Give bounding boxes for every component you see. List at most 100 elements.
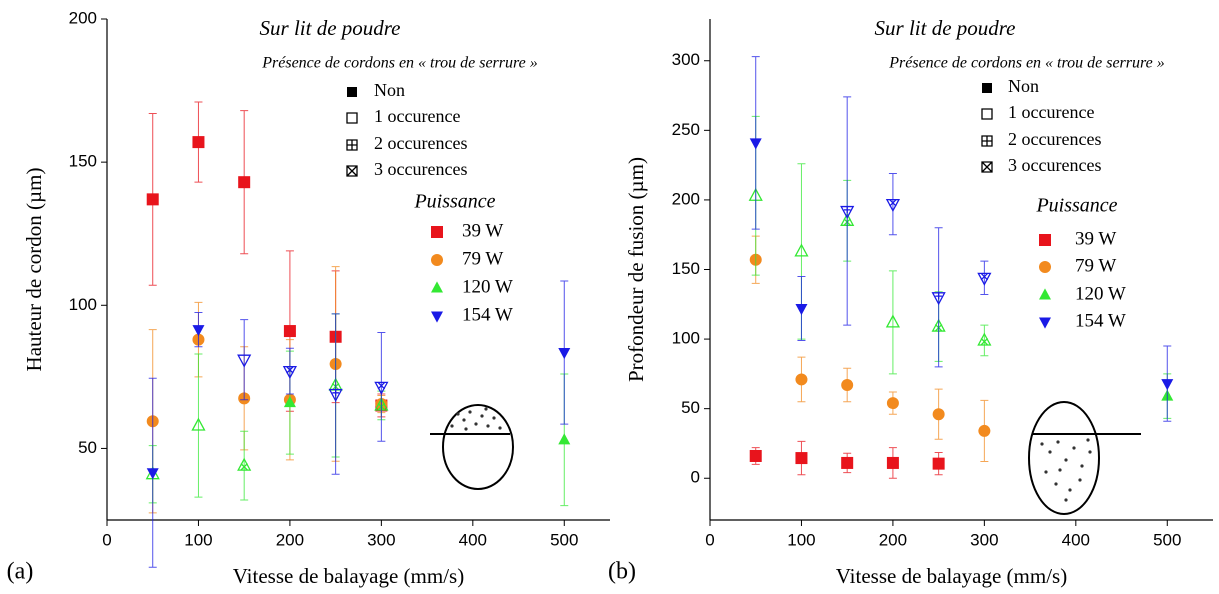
- legend-label: Non: [1008, 76, 1039, 96]
- data-point: [840, 205, 855, 220]
- data-point: [841, 379, 854, 392]
- data-point: [374, 381, 389, 395]
- legend-label: 39 W: [1075, 228, 1116, 249]
- data-point: [932, 408, 945, 421]
- legend-marker: [431, 226, 443, 238]
- y-tick-label: 150: [69, 152, 97, 171]
- legend-label: Non: [374, 80, 405, 100]
- panel-label: (b): [608, 559, 636, 585]
- data-point: [192, 136, 205, 149]
- legend-marker: [1039, 288, 1051, 300]
- y-axis-label: Profondeur de fusion (µm): [624, 157, 648, 382]
- error-bar: [240, 430, 249, 501]
- data-point: [794, 243, 809, 257]
- data-point: [282, 365, 297, 380]
- x-tick-label: 500: [1153, 530, 1181, 549]
- legend-title: Puissance: [1035, 195, 1117, 217]
- legend-marker: [981, 135, 993, 147]
- data-point: [283, 396, 296, 408]
- panel-label: (a): [7, 559, 34, 585]
- data-point: [795, 303, 808, 316]
- y-tick-label: 100: [672, 329, 700, 348]
- legend-label: 1 occurence: [374, 106, 460, 126]
- data-point: [886, 456, 899, 469]
- data-point: [237, 354, 252, 368]
- error-bar: [194, 353, 203, 498]
- data-point: [558, 348, 571, 360]
- chart-title: Sur lit de poudre: [875, 16, 1016, 40]
- legend-marker: [1039, 261, 1051, 273]
- legend-label: 79 W: [1075, 255, 1116, 276]
- y-tick-label: 250: [672, 120, 700, 139]
- x-tick-label: 300: [367, 530, 395, 549]
- data-point: [932, 457, 945, 470]
- x-tick-label: 400: [459, 530, 487, 549]
- data-point: [977, 272, 992, 286]
- legend-marker: [981, 161, 993, 173]
- error-bar: [980, 324, 989, 357]
- legend-subtitle: Présence de cordons en « trou de serrure…: [888, 55, 1165, 72]
- legend-marker: [1039, 234, 1051, 246]
- data-point: [841, 456, 854, 469]
- data-point: [146, 193, 159, 206]
- legend-label: 2 occurences: [1008, 129, 1101, 149]
- error-bar: [888, 172, 897, 236]
- x-tick-label: 100: [184, 530, 212, 549]
- keyhole-diagram-a: [430, 404, 514, 490]
- legend-marker: [346, 112, 358, 124]
- y-tick-label: 150: [672, 259, 700, 278]
- data-point: [795, 452, 808, 465]
- legend-marker: [346, 165, 358, 177]
- x-tick-label: 200: [879, 530, 907, 549]
- legend-marker: [346, 139, 358, 151]
- y-tick-label: 200: [69, 8, 97, 27]
- y-tick-label: 100: [69, 295, 97, 314]
- legend-title: Puissance: [413, 191, 495, 213]
- error-bar: [377, 331, 386, 442]
- legend-label: 154 W: [1075, 310, 1126, 331]
- data-point: [886, 397, 899, 410]
- legend-marker: [431, 281, 443, 293]
- legend-subtitle: Présence de cordons en « trou de serrure…: [261, 55, 538, 72]
- x-tick-label: 500: [550, 530, 578, 549]
- x-tick-label: 300: [970, 530, 998, 549]
- legend-label: 79 W: [462, 248, 503, 269]
- data-point: [978, 424, 991, 437]
- x-tick-label: 200: [276, 530, 304, 549]
- legend-label: 3 occurences: [1008, 155, 1101, 175]
- data-point: [795, 373, 808, 386]
- y-tick-label: 300: [672, 50, 700, 69]
- legend-marker: [981, 108, 993, 120]
- x-axis-label: Vitesse de balayage (mm/s): [233, 564, 464, 588]
- keyhole-diagram-b: [1028, 401, 1141, 515]
- data-point: [146, 468, 159, 480]
- legend-marker: [431, 254, 443, 266]
- legend-label: 39 W: [462, 220, 503, 241]
- legend-marker: [347, 87, 357, 97]
- x-axis-label: Vitesse de balayage (mm/s): [836, 564, 1067, 588]
- legend-label: 2 occurences: [374, 133, 467, 153]
- data-point: [885, 314, 900, 328]
- data-point: [749, 449, 762, 462]
- error-bar: [285, 347, 294, 395]
- y-tick-label: 50: [681, 398, 700, 417]
- data-point: [558, 433, 571, 445]
- legend-label: 120 W: [462, 276, 513, 297]
- y-tick-label: 0: [691, 468, 700, 487]
- data-point: [977, 332, 992, 346]
- x-tick-label: 100: [787, 530, 815, 549]
- y-tick-label: 50: [78, 438, 97, 457]
- legend-label: 120 W: [1075, 283, 1126, 304]
- legend-marker: [982, 83, 992, 93]
- data-point: [283, 325, 296, 338]
- data-point: [192, 325, 205, 337]
- x-tick-label: 0: [705, 530, 714, 549]
- data-point: [238, 176, 251, 189]
- legend-marker: [431, 311, 443, 323]
- legend-label: 3 occurences: [374, 159, 467, 179]
- legend-label: 154 W: [462, 304, 513, 325]
- data-point: [237, 457, 252, 471]
- x-tick-label: 0: [102, 530, 111, 549]
